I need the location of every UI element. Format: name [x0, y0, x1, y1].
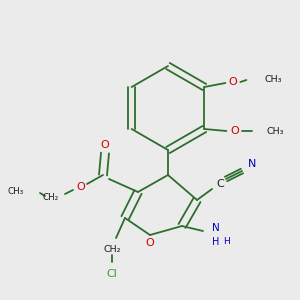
Text: CH₂: CH₂: [43, 193, 59, 202]
Text: C: C: [216, 179, 224, 189]
Text: O: O: [76, 182, 85, 192]
Text: Cl: Cl: [106, 269, 117, 279]
Text: O: O: [100, 140, 109, 150]
Text: O: O: [146, 238, 154, 248]
Text: CH₃: CH₃: [264, 76, 282, 85]
Text: CH₂: CH₂: [103, 244, 121, 253]
Text: O: O: [230, 126, 239, 136]
Text: N: N: [248, 159, 256, 169]
Text: H: H: [212, 237, 220, 247]
Text: N: N: [212, 223, 220, 233]
Text: O: O: [228, 77, 237, 87]
Text: CH₃: CH₃: [266, 127, 284, 136]
Text: CH₃: CH₃: [8, 188, 24, 196]
Text: H: H: [223, 238, 230, 247]
